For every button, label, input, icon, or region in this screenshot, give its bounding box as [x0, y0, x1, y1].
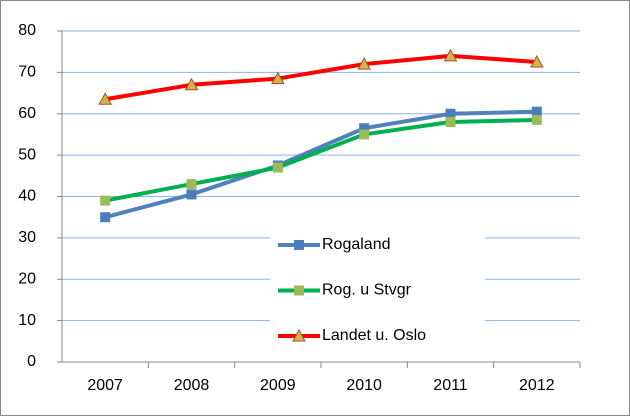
x-tick-label: 2009 [260, 377, 296, 394]
series-line [104, 53, 537, 102]
x-tick-label: 2007 [87, 377, 123, 394]
marker [272, 162, 283, 173]
marker [443, 48, 458, 62]
marker [292, 328, 306, 342]
marker [531, 106, 542, 117]
marker [186, 179, 197, 190]
marker [184, 77, 199, 91]
x-tick-label: 2010 [346, 377, 382, 394]
x-tick-label: 2008 [174, 377, 210, 394]
marker [294, 285, 304, 296]
y-tick-label: 30 [18, 229, 36, 246]
y-tick-label: 10 [18, 312, 36, 329]
legend: Rogaland Rog. u Stvgr Landet u. Oslo [270, 222, 485, 354]
y-tick-label: 80 [18, 22, 36, 39]
y-tick-label: 70 [18, 64, 36, 81]
marker [100, 212, 111, 223]
legend-label: Rogaland [322, 236, 391, 253]
marker [359, 129, 370, 140]
marker [270, 71, 285, 85]
legend-label: Rog. u Stvgr [322, 282, 412, 299]
x-tick-label: 2011 [433, 377, 468, 394]
y-tick-label: 50 [18, 146, 36, 163]
marker [445, 117, 456, 128]
marker [529, 54, 544, 68]
y-tick-label: 60 [18, 105, 36, 122]
marker [357, 57, 372, 70]
y-tick-label: 40 [18, 188, 36, 205]
marker [98, 92, 113, 105]
y-tick-label: 20 [18, 270, 36, 287]
series-line [104, 117, 537, 203]
series-line [104, 109, 537, 220]
marker [186, 189, 197, 200]
marker [100, 195, 111, 206]
y-tick-label: 0 [27, 353, 36, 370]
x-tick-label: 2012 [519, 377, 555, 394]
marker [445, 108, 456, 119]
marker [531, 114, 542, 125]
marker [294, 240, 304, 250]
legend-label: Landet u. Oslo [322, 327, 426, 344]
